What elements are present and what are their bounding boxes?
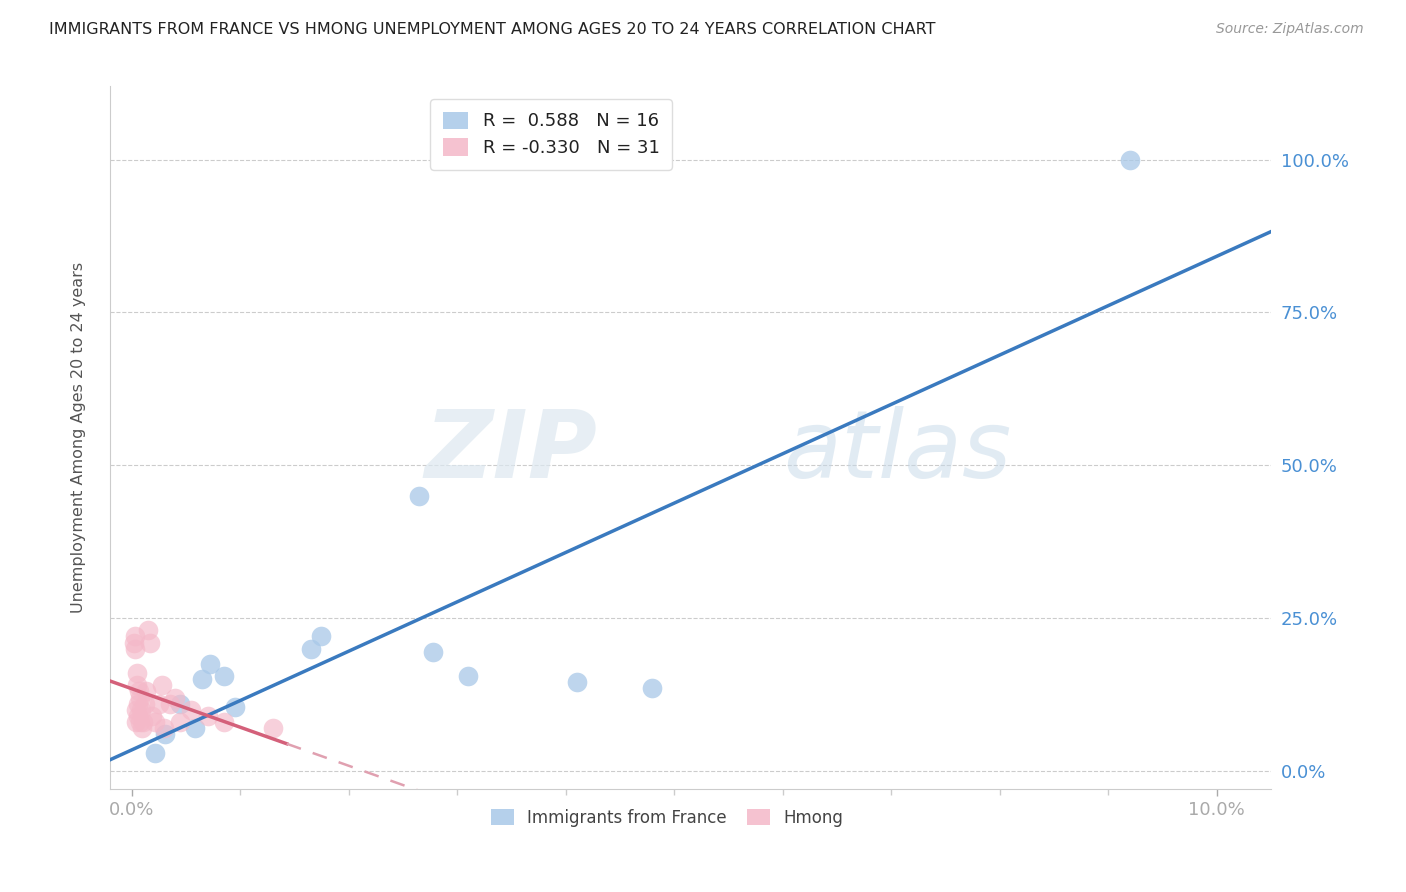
Point bbox=[122, 635, 145, 649]
Text: IMMIGRANTS FROM FRANCE VS HMONG UNEMPLOYMENT AMONG AGES 20 TO 24 YEARS CORRELATI: IMMIGRANTS FROM FRANCE VS HMONG UNEMPLOY… bbox=[49, 22, 936, 37]
Point bbox=[224, 699, 246, 714]
Point bbox=[141, 709, 163, 723]
Point bbox=[163, 690, 186, 705]
Point bbox=[134, 697, 156, 711]
Text: atlas: atlas bbox=[783, 407, 1012, 498]
Point bbox=[1119, 153, 1142, 167]
Point bbox=[145, 714, 167, 729]
Point bbox=[198, 657, 221, 671]
Point bbox=[408, 489, 430, 503]
Point bbox=[125, 678, 148, 692]
Point bbox=[159, 697, 181, 711]
Point bbox=[131, 721, 153, 735]
Point bbox=[135, 684, 157, 698]
Point bbox=[127, 709, 149, 723]
Point bbox=[148, 697, 170, 711]
Legend: Immigrants from France, Hmong: Immigrants from France, Hmong bbox=[484, 802, 851, 834]
Point bbox=[131, 703, 153, 717]
Point bbox=[129, 690, 152, 705]
Point bbox=[422, 645, 444, 659]
Point bbox=[262, 721, 284, 735]
Point bbox=[183, 721, 205, 735]
Point bbox=[124, 629, 146, 643]
Point bbox=[136, 624, 159, 638]
Text: ZIP: ZIP bbox=[425, 406, 598, 498]
Point bbox=[299, 641, 322, 656]
Point bbox=[311, 629, 333, 643]
Point bbox=[169, 697, 191, 711]
Point bbox=[150, 678, 173, 692]
Point bbox=[129, 714, 152, 729]
Point bbox=[125, 666, 148, 681]
Point bbox=[139, 635, 162, 649]
Point bbox=[124, 641, 146, 656]
Point bbox=[197, 709, 219, 723]
Point bbox=[125, 714, 148, 729]
Point bbox=[127, 697, 149, 711]
Point bbox=[191, 672, 214, 686]
Point bbox=[125, 703, 148, 717]
Point bbox=[132, 714, 155, 729]
Point bbox=[128, 684, 150, 698]
Point bbox=[457, 669, 479, 683]
Point bbox=[153, 721, 176, 735]
Text: Source: ZipAtlas.com: Source: ZipAtlas.com bbox=[1216, 22, 1364, 37]
Point bbox=[153, 727, 176, 741]
Point bbox=[169, 714, 191, 729]
Point bbox=[212, 714, 235, 729]
Point bbox=[565, 675, 588, 690]
Point bbox=[180, 703, 202, 717]
Point bbox=[641, 681, 664, 696]
Point bbox=[145, 746, 167, 760]
Y-axis label: Unemployment Among Ages 20 to 24 years: Unemployment Among Ages 20 to 24 years bbox=[72, 262, 86, 614]
Point bbox=[212, 669, 235, 683]
